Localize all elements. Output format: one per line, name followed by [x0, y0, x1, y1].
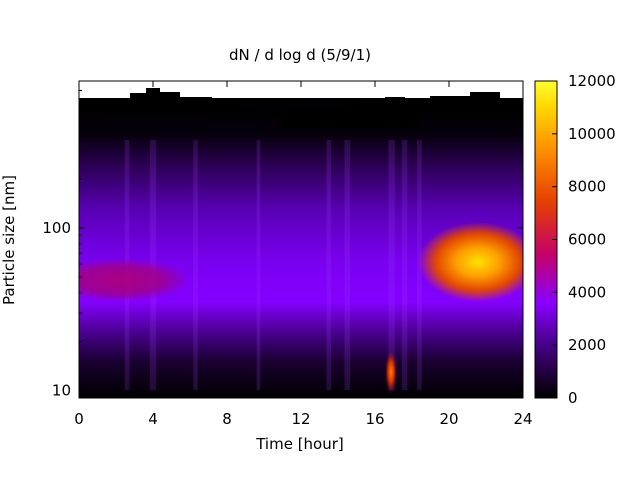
y-axis-label: Particle size [nm]: [0, 175, 18, 305]
x-tick-label-4: 16: [365, 410, 384, 428]
heatmap-feature-evening: [418, 222, 523, 302]
colorbar-ticks: 0 2000 4000 6000 8000 10000 12000: [552, 72, 616, 407]
colorbar-tick-label-0: 0: [568, 389, 578, 407]
heatmap-top-edge: [79, 88, 523, 128]
heatmap-feature-morning: [79, 258, 190, 302]
y-tick-label-0: 10: [52, 382, 71, 400]
colorbar-tick-label-6: 12000: [568, 72, 616, 90]
heatmap-streak-5: [344, 140, 351, 390]
x-tick-label-6: 24: [513, 410, 532, 428]
colorbar-tick-label-1: 2000: [568, 336, 606, 354]
x-tick-label-3: 12: [291, 410, 310, 428]
heatmap-streak-2: [193, 140, 198, 390]
y-tick-label-1: 100: [42, 219, 71, 237]
colorbar-tick-label-5: 10000: [568, 125, 616, 143]
chart-title: dN / d log d (5/9/1): [229, 46, 371, 64]
heatmap-streak-6: [388, 140, 395, 390]
x-tick-label-2: 8: [222, 410, 232, 428]
colorbar-tick-label-2: 4000: [568, 283, 606, 301]
x-tick-label-0: 0: [74, 410, 84, 428]
heatmap-streak-4: [326, 140, 332, 390]
heatmap-streak-3: [256, 140, 261, 390]
colorbar-tick-label-4: 8000: [568, 178, 606, 196]
heatmap-feature-16h: [385, 350, 397, 394]
x-axis-label: Time [hour]: [255, 435, 344, 453]
x-tick-label-1: 4: [148, 410, 158, 428]
colorbar-tick-label-3: 6000: [568, 231, 606, 249]
heatmap: [79, 81, 523, 398]
axes: 0 4 8 12 16 20 24 10 100: [42, 80, 533, 428]
heatmap-streak-7: [401, 140, 408, 390]
x-tick-label-5: 20: [439, 410, 458, 428]
